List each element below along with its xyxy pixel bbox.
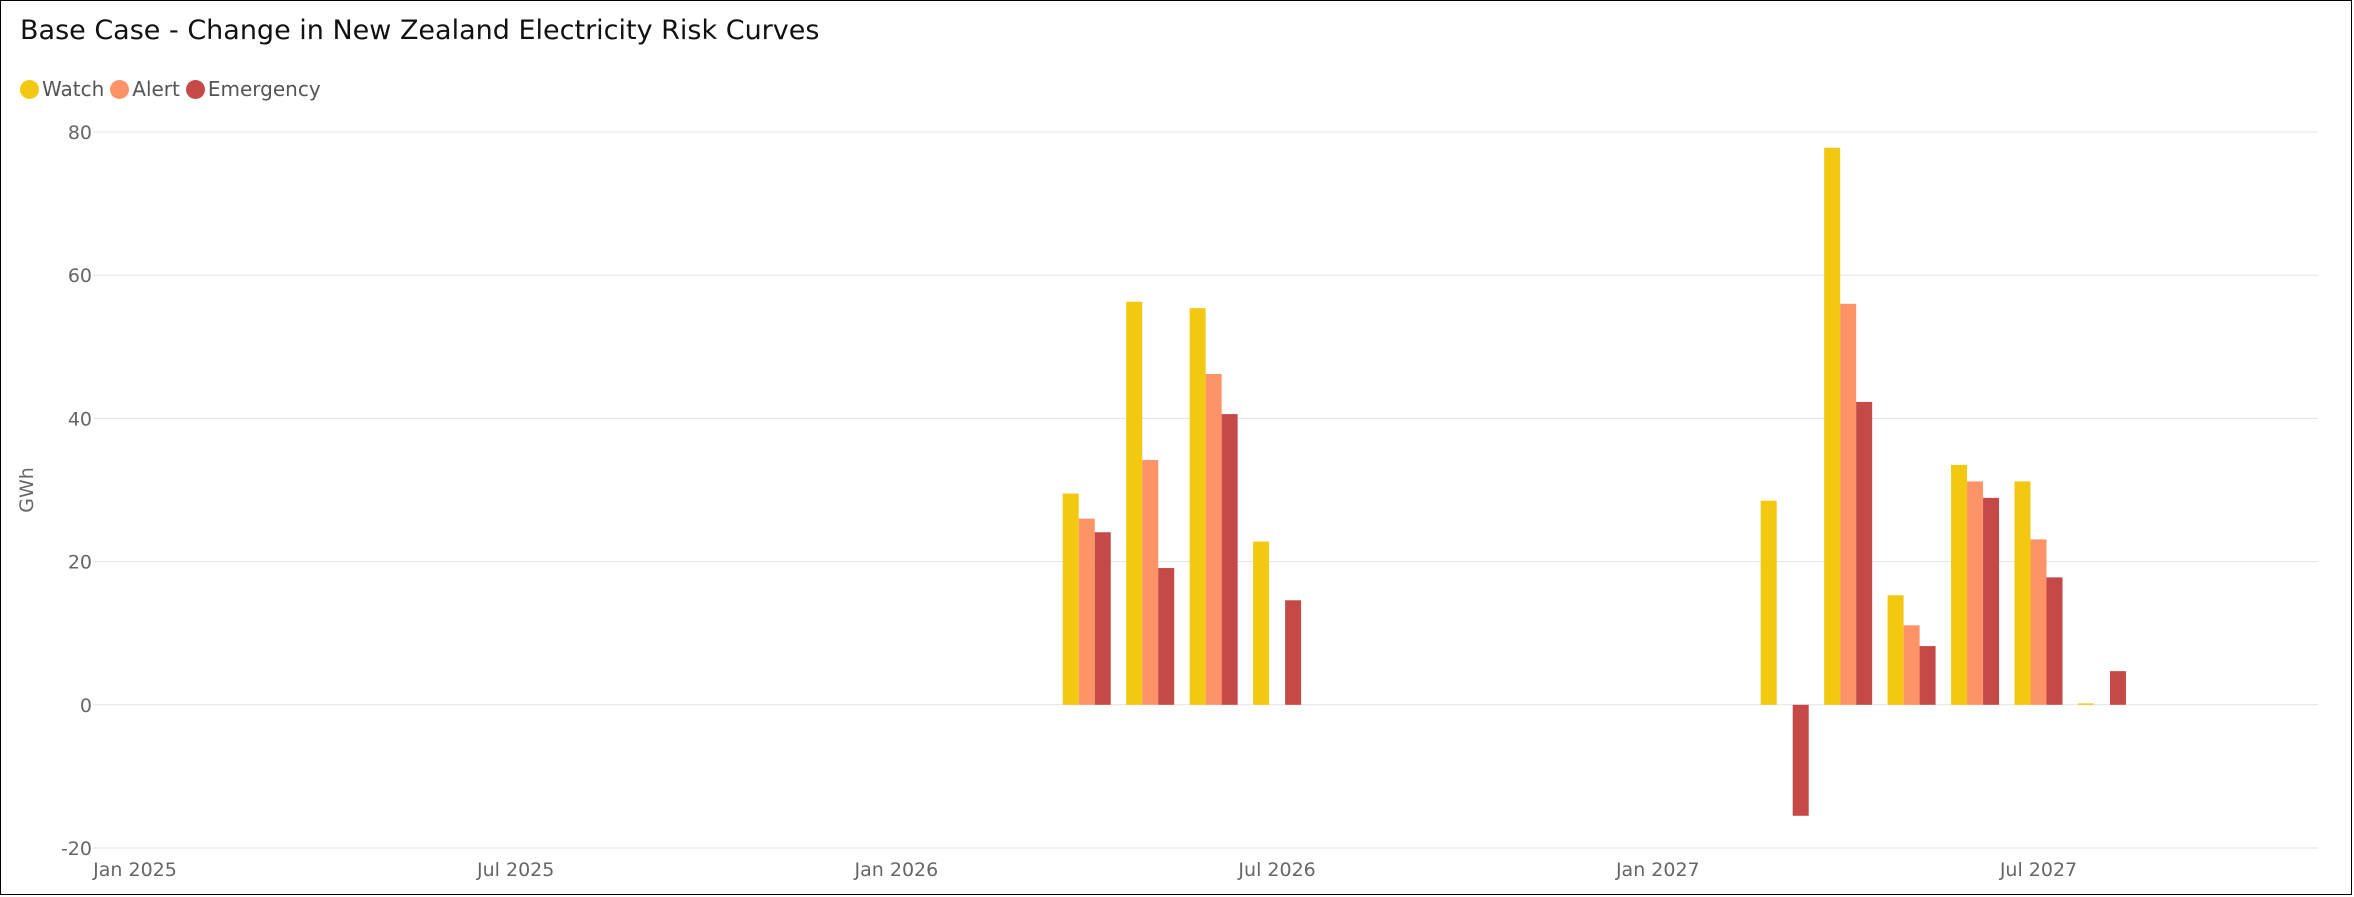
y-axis-label: GWh: [16, 467, 38, 513]
legend-swatch-watch: [20, 79, 39, 99]
bar-watch-may-2026[interactable]: [1126, 301, 1143, 705]
bar-alert-may-2027[interactable]: [1903, 625, 1920, 705]
x-tick-label: Jul 2025: [476, 859, 554, 881]
y-tick-label: 80: [68, 122, 92, 144]
y-tick-label: 20: [68, 552, 92, 574]
bar-watch-aug-2027[interactable]: [2077, 703, 2094, 705]
y-tick-label: 0: [80, 695, 92, 717]
bar-alert-jun-2027[interactable]: [1967, 481, 1984, 705]
x-tick-label: Jan 2027: [1615, 859, 1700, 881]
x-tick-label: Jul 2027: [1999, 859, 2077, 881]
bar-alert-jul-2027[interactable]: [2030, 539, 2047, 705]
bar-watch-mar-2027[interactable]: [1760, 500, 1777, 705]
bar-watch-apr-2027[interactable]: [1824, 147, 1841, 705]
legend-swatch-alert: [110, 79, 130, 99]
y-tick-label: 60: [68, 265, 92, 287]
bar-watch-jun-2027[interactable]: [1951, 464, 1968, 705]
y-tick-labels: 80 60 40 20 0 -20: [61, 122, 92, 860]
bars: [1062, 147, 2126, 816]
legend-label-alert: Alert: [132, 77, 180, 101]
legend-item-watch[interactable]: Watch: [20, 77, 104, 101]
bar-emergency-may-2026[interactable]: [1158, 568, 1175, 705]
x-tick-label: Jul 2026: [1237, 859, 1315, 881]
legend-item-alert[interactable]: Alert: [110, 77, 180, 101]
bar-emergency-apr-2026[interactable]: [1094, 532, 1111, 705]
bar-watch-jun-2026[interactable]: [1189, 308, 1206, 705]
legend-swatch-emergency: [185, 79, 205, 99]
y-tick-label: -20: [61, 838, 92, 860]
bar-emergency-jun-2027[interactable]: [1983, 497, 2000, 705]
bar-alert-apr-2027[interactable]: [1840, 303, 1857, 705]
bar-emergency-mar-2027[interactable]: [1792, 704, 1809, 816]
bar-watch-may-2027[interactable]: [1887, 595, 1904, 705]
x-tick-labels: Jan 2025 Jul 2025 Jan 2026 Jul 2026 Jan 2027…: [92, 859, 2077, 881]
bar-watch-apr-2026[interactable]: [1062, 493, 1079, 705]
x-tick-label: Jan 2025: [92, 859, 177, 881]
legend-item-emergency[interactable]: Emergency: [185, 77, 321, 101]
x-tick-label: Jan 2026: [854, 859, 939, 881]
bar-alert-jun-2026[interactable]: [1205, 374, 1222, 705]
bar-emergency-aug-2027[interactable]: [2109, 671, 2126, 705]
legend[interactable]: Watch Alert Emergency: [20, 77, 327, 101]
bar-emergency-apr-2027[interactable]: [1856, 401, 1873, 705]
legend-label-watch: Watch: [42, 77, 105, 101]
bar-emergency-jul-2027[interactable]: [2046, 577, 2063, 705]
bar-emergency-may-2027[interactable]: [1919, 646, 1936, 705]
bar-emergency-jun-2026[interactable]: [1221, 414, 1238, 705]
bar-watch-jul-2027[interactable]: [2014, 481, 2031, 705]
chart-title: Base Case - Change in New Zealand Electr…: [20, 15, 820, 46]
bar-emergency-jul-2026[interactable]: [1285, 600, 1302, 705]
bar-alert-apr-2026[interactable]: [1078, 518, 1095, 705]
legend-label-emergency: Emergency: [207, 77, 321, 101]
y-tick-label: 40: [68, 408, 92, 430]
bar-watch-jul-2026[interactable]: [1253, 541, 1270, 705]
bar-alert-may-2026[interactable]: [1142, 459, 1159, 705]
